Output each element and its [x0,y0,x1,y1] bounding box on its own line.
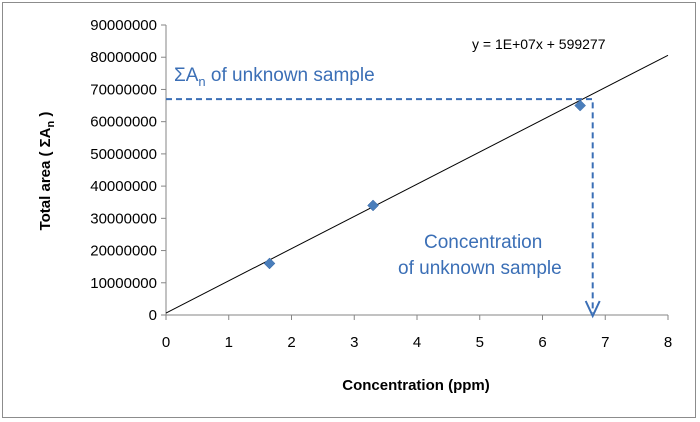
unknown-concentration-label-line1: Concentration [424,232,542,253]
y-axis-title: Total area ( ΣAn ) [37,112,57,231]
y-tick-label: 60000000 [90,114,157,131]
data-points [263,99,587,270]
data-point-marker [574,99,587,112]
x-tick-label: 8 [664,334,672,351]
trendline-equation: y = 1E+07x + 599277 [472,36,606,52]
x-tick-label: 2 [287,334,295,351]
x-tick-label: 7 [601,334,609,351]
y-tick-label: 0 [149,307,157,324]
y-tick-label: 30000000 [90,210,157,227]
y-tick-label: 50000000 [90,146,157,163]
unknown-sample-dashed-guide [166,98,594,313]
y-tick-label: 10000000 [90,275,157,292]
x-axis-title: Concentration (ppm) [342,377,490,394]
x-tick-label: 4 [413,334,421,351]
unknown-concentration-label-line2: of unknown sample [398,258,562,279]
x-tick-label: 0 [162,334,170,351]
x-tick-label: 6 [538,334,546,351]
y-tick-label: 80000000 [90,49,157,66]
y-axis-ticks: 0 10000000 20000000 30000000 40000000 5000000… [90,17,166,324]
x-axis-ticks: 0 1 2 3 4 5 6 7 8 [162,315,672,351]
trendline [165,54,669,314]
y-tick-label: 70000000 [90,81,157,98]
data-point-marker [367,199,379,212]
y-tick-label: 90000000 [90,17,157,34]
down-arrow-icon [584,300,601,319]
x-tick-label: 5 [476,334,484,351]
unknown-area-label: ΣAn of unknown sample [174,65,375,89]
y-tick-label: 20000000 [90,243,157,260]
x-tick-label: 3 [350,334,358,351]
x-tick-label: 1 [225,334,233,351]
chart-frame [2,2,696,418]
data-point-marker [263,257,276,270]
y-tick-label: 40000000 [90,178,157,195]
